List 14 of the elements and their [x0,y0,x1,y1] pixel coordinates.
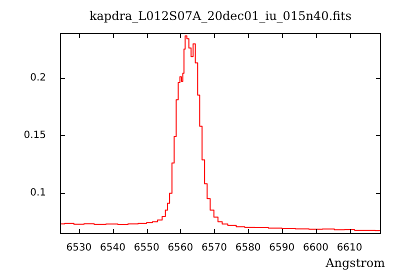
y-tick-label: 0.1 [30,188,46,199]
x-tick-label: 6610 [336,242,362,254]
x-tick-label: 6580 [235,242,261,254]
x-tick-label: 6560 [168,242,194,254]
y-tick-label: 0.2 [30,72,46,84]
y-tick-label: 0.15 [24,130,46,141]
x-tick-label: 6550 [134,242,160,254]
x-tick-label: 6600 [302,242,328,254]
x-tick-label: 6590 [269,242,295,254]
x-tick-label: 6570 [202,242,227,254]
chart-title: kapdra_L012S07A_20dec01_iu_015n40.fits [89,9,352,24]
x-axis-title: Angstrom [324,256,386,270]
x-tick-label: 6530 [66,242,92,254]
x-tick-label: 6540 [100,242,126,254]
